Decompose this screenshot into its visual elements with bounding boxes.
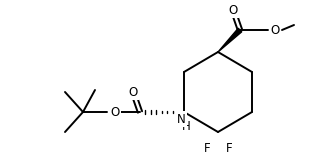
Polygon shape bbox=[218, 28, 242, 52]
Text: O: O bbox=[228, 4, 238, 17]
Text: H: H bbox=[182, 120, 190, 132]
Text: O: O bbox=[128, 86, 137, 99]
Text: F: F bbox=[226, 141, 232, 154]
Text: O: O bbox=[270, 24, 279, 37]
Text: O: O bbox=[110, 106, 120, 119]
Text: N: N bbox=[177, 113, 185, 125]
Text: F: F bbox=[204, 141, 210, 154]
